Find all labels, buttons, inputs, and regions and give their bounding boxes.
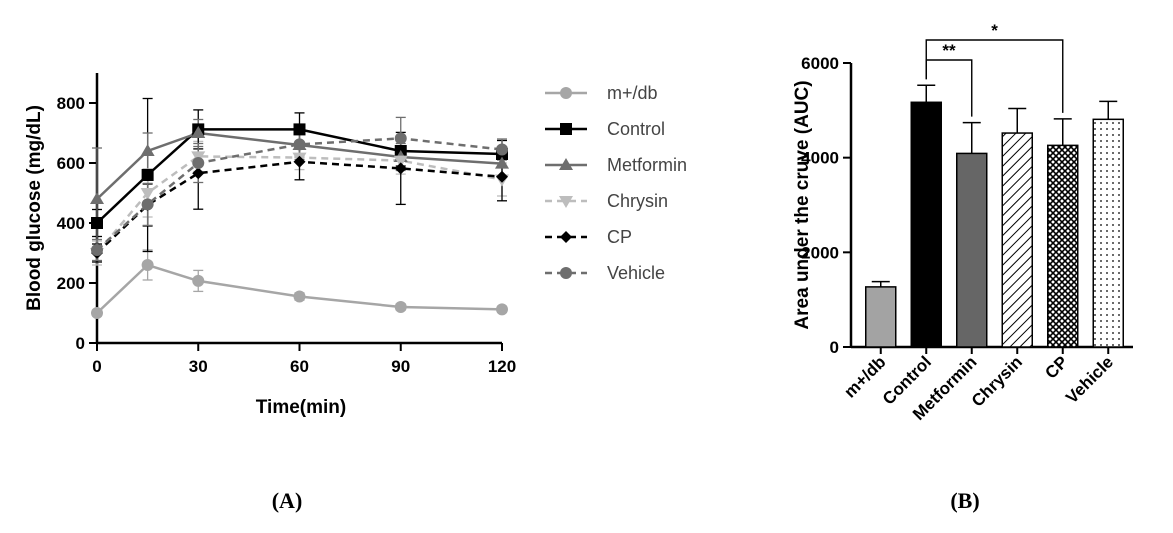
a-x-tick-label: 90 bbox=[391, 357, 410, 376]
a-series-lines bbox=[96, 128, 503, 314]
a-legend-marker-cp bbox=[560, 231, 572, 243]
a-point-m-db bbox=[496, 303, 508, 316]
b-panel-label: B bbox=[958, 488, 973, 513]
a-series-markers bbox=[90, 123, 509, 319]
a-line-chrysin bbox=[96, 155, 503, 254]
a-point-control bbox=[293, 123, 306, 136]
b-panel-label-wrapper: (B) bbox=[950, 488, 979, 513]
a-point-vehicle bbox=[293, 138, 306, 151]
a-line-m-db bbox=[96, 263, 503, 314]
b-axes bbox=[843, 62, 1133, 354]
b-x-tick-label-vehicle: Vehicle bbox=[1062, 352, 1117, 407]
a-point-metformin bbox=[495, 156, 509, 169]
a-point-m-db bbox=[91, 307, 103, 319]
b-y-axis-title: Area under the cruve (AUC) bbox=[792, 80, 813, 329]
a-point-m-db bbox=[293, 290, 306, 303]
a-legend-marker-metformin bbox=[559, 158, 573, 170]
a-y-tick-label: 600 bbox=[57, 154, 85, 173]
b-significance-brackets: *** bbox=[925, 21, 1064, 117]
a-point-m-db bbox=[192, 274, 205, 287]
b-significance-label: * bbox=[991, 21, 998, 40]
a-y-tick-label: 800 bbox=[57, 94, 85, 113]
a-legend-label-vehicle: Vehicle bbox=[607, 263, 665, 283]
a-point-cp bbox=[394, 162, 407, 175]
a-line-control bbox=[96, 128, 503, 224]
a-x-tick-label: 30 bbox=[189, 357, 208, 376]
a-line-cp bbox=[96, 160, 503, 254]
a-point-chrysin bbox=[140, 188, 155, 200]
a-y-tick-label: 400 bbox=[57, 214, 85, 233]
a-point-metformin bbox=[191, 126, 206, 138]
a-point-metformin bbox=[140, 144, 155, 156]
a-tick-labels: 0 200 400 600 800 0 30 60 90 120 bbox=[57, 94, 517, 376]
panel-b-bar-chart: *** 0200040006000m+/dbControlMetforminCh… bbox=[792, 21, 1133, 513]
a-point-m-db bbox=[394, 301, 407, 313]
panel-a-line-chart: 0 200 400 600 800 0 30 60 90 120 Time(min) Blood … bbox=[24, 73, 687, 513]
a-legend-label-metformin: Metformin bbox=[607, 155, 687, 175]
a-point-vehicle bbox=[192, 157, 205, 169]
a-x-tick-label: 120 bbox=[488, 357, 516, 376]
a-point-control bbox=[91, 217, 103, 229]
a-panel-label: A bbox=[279, 488, 295, 513]
a-point-metformin bbox=[90, 192, 104, 204]
a-point-cp bbox=[496, 170, 508, 183]
b-x-tick-label-chrysin: Chrysin bbox=[968, 352, 1026, 410]
b-significance-bracket bbox=[925, 39, 1064, 113]
a-point-m-db bbox=[141, 259, 154, 271]
b-y-tick-label: 2000 bbox=[801, 243, 839, 262]
a-legend-marker-control bbox=[560, 123, 572, 135]
b-bar-m-db bbox=[865, 286, 897, 348]
a-legend-marker-m-db bbox=[560, 87, 572, 99]
a-legend-label-control: Control bbox=[607, 119, 665, 139]
a-legend-label-m-db: m+/db bbox=[607, 83, 658, 103]
a-point-control bbox=[141, 169, 154, 181]
b-bar-metformin bbox=[956, 152, 988, 348]
a-legend-marker-chrysin bbox=[559, 196, 573, 208]
b-y-tick-label: 0 bbox=[830, 338, 839, 357]
a-point-vehicle bbox=[91, 244, 103, 256]
a-point-cp bbox=[293, 155, 306, 168]
a-legend-marker-vehicle bbox=[560, 267, 572, 279]
a-line-metformin bbox=[96, 131, 503, 200]
a-axes bbox=[89, 73, 503, 351]
a-point-vehicle bbox=[141, 198, 154, 211]
a-panel-label-wrapper: (A) bbox=[272, 488, 303, 513]
a-legend-label-cp: CP bbox=[607, 227, 632, 247]
b-bar-cp bbox=[1047, 144, 1079, 348]
a-y-tick-label: 0 bbox=[76, 334, 85, 353]
a-x-tick-label: 60 bbox=[290, 357, 309, 376]
b-bar-vehicle bbox=[1092, 118, 1124, 348]
a-point-cp bbox=[192, 167, 205, 180]
b-error-bars bbox=[871, 84, 1118, 287]
a-point-chrysin bbox=[393, 155, 408, 168]
a-y-axis-title: Blood glucose (mg/dL) bbox=[24, 105, 45, 311]
b-significance-label: ** bbox=[942, 41, 956, 60]
a-x-axis-title: Time(min) bbox=[256, 397, 346, 418]
b-bar-control bbox=[910, 101, 942, 348]
a-y-tick-label: 200 bbox=[57, 274, 85, 293]
a-legend: m+/db Control Metformin Chrysin CP Vehicle bbox=[545, 83, 687, 283]
b-bars bbox=[865, 101, 1124, 348]
a-line-vehicle bbox=[96, 137, 503, 251]
a-legend-label-chrysin: Chrysin bbox=[607, 191, 668, 211]
b-x-tick-label-cp: CP bbox=[1041, 352, 1071, 382]
b-y-tick-label: 6000 bbox=[801, 54, 839, 73]
a-point-vehicle bbox=[394, 132, 407, 145]
a-x-tick-label: 0 bbox=[92, 357, 101, 376]
a-point-vehicle bbox=[496, 143, 508, 156]
b-bar-chrysin bbox=[1001, 132, 1033, 348]
b-y-tick-label: 4000 bbox=[801, 149, 839, 168]
